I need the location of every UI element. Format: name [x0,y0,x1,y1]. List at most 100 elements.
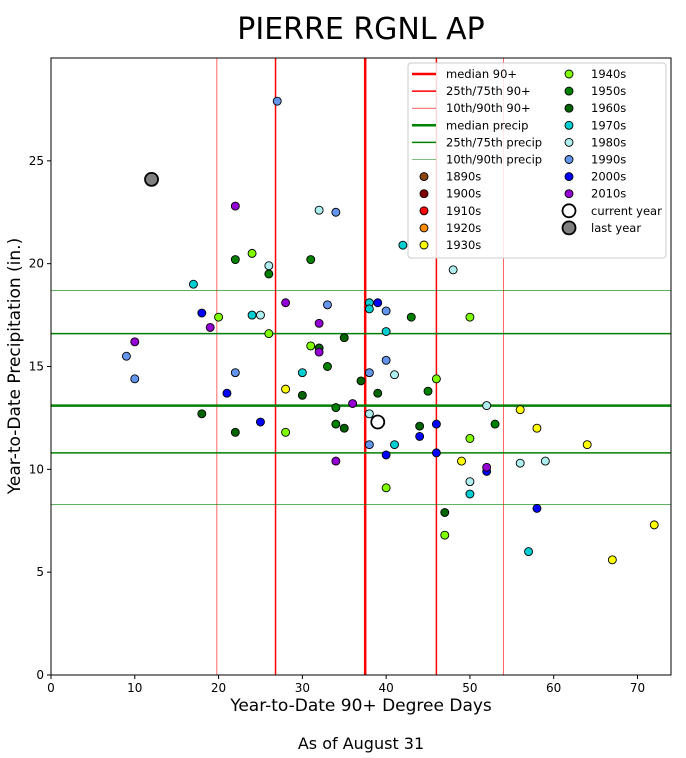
legend-marker [419,189,429,199]
data-point-1950s [331,403,341,413]
data-point-2000s [415,431,425,441]
legend-label: 1920s [446,221,481,235]
data-point-2000s [373,298,383,308]
data-point-2010s [281,298,291,308]
data-point-2010s [314,318,324,328]
data-point-1990s [272,96,282,106]
data-point-2000s [381,450,391,460]
y-axis-label: Year-to-Date Precipitation (in.) [5,238,25,495]
data-point-1950s [331,419,341,429]
axis-ticks: 0 10 20 30 40 50 60 70 0 5 10 15 20 25 [29,154,645,695]
data-point-2000s [532,503,542,513]
legend-marker [561,203,577,219]
data-point-1980s [482,401,492,411]
legend-marker [564,86,574,96]
data-point-1930s [532,423,542,433]
data-point-1940s [465,434,475,443]
data-point-1980s [314,205,324,215]
legend-label: 1980s [591,135,626,149]
x-tick-label: 30 [295,681,310,695]
data-point-1950s [306,255,316,265]
x-tick-label: 40 [378,681,393,695]
legend-marker [419,223,429,233]
data-point-2010s [130,337,140,347]
x-tick-label: 20 [211,681,226,695]
legend-label: 1990s [591,153,626,167]
data-point-1990s [331,207,341,217]
legend-label: 1890s [446,170,481,184]
data-point-1940s [281,427,291,437]
data-point-1950s [423,386,433,396]
data-point-1960s [197,409,207,419]
data-point-1940s [264,329,274,339]
data-point-2010s [331,456,341,466]
legend-label: 2010s [591,187,626,201]
data-point-1970s [381,327,391,336]
x-tick-label: 0 [47,681,55,695]
data-point-2000s [222,388,232,398]
data-point-1940s [431,374,441,384]
data-point-1970s [390,440,399,450]
data-point-1990s [381,306,391,316]
legend-label: 1900s [446,187,481,201]
y-tick-label: 25 [29,154,44,168]
legend-label: 10th/90th 90+ [446,101,531,115]
legend-label: 1950s [591,84,626,98]
data-point-1950s [230,255,240,265]
y-tick-label: 0 [36,668,44,682]
legend-marker [564,137,574,147]
legend-marker [419,206,429,216]
data-point-2000s [431,448,441,458]
data-point-1970s [364,304,374,314]
footer-note: As of August 31 [298,734,424,753]
data-point-1990s [323,300,332,310]
data-point-2000s [431,419,441,429]
legend-label: last year [591,221,641,235]
data-point-1960s [356,376,366,386]
data-point-2010s [230,201,240,211]
legend-marker [561,220,577,236]
data-point-2000s [197,308,207,318]
data-point-1930s [281,384,291,394]
y-tick-label: 20 [29,257,44,271]
data-point-1950s [323,362,332,371]
legend-label: 1940s [591,67,626,81]
data-point-1960s [440,508,450,517]
data-point-1980s [465,477,475,487]
legend-label: 1960s [591,101,626,115]
data-point-1980s [540,456,550,466]
current-year-point [370,414,386,430]
data-point-1960s [339,423,349,433]
data-point-1990s [130,374,140,384]
data-point-1970s [247,310,257,320]
data-point-1950s [264,269,274,279]
legend-label: median 90+ [446,67,517,81]
data-point-1970s [524,547,534,557]
legend-label: 2000s [591,170,626,184]
legend-marker [564,69,574,79]
legend-marker [419,240,429,250]
data-point-1980s [364,409,374,419]
data-point-1940s [247,248,257,258]
last-year-point [144,171,159,187]
legend-label: 1970s [591,118,626,132]
data-point-1990s [121,351,131,361]
x-tick-label: 10 [127,681,142,695]
chart-title: PIERRE RGNL AP [237,12,484,47]
legend-marker [564,120,574,130]
data-point-1960s [339,333,349,343]
data-point-1930s [582,440,592,450]
data-point-1980s [448,265,458,275]
x-axis-label: Year-to-Date 90+ Degree Days [229,696,492,716]
data-point-1990s [381,355,391,365]
plot-frame [50,57,672,676]
data-point-1990s [364,368,374,378]
legend-label: 1930s [446,238,481,252]
legend-marker [564,189,574,199]
data-point-1970s [398,240,408,250]
data-point-1970s [188,279,198,289]
data-point-1930s [457,456,466,466]
data-point-1990s [364,440,374,450]
legend-label: current year [591,204,662,218]
